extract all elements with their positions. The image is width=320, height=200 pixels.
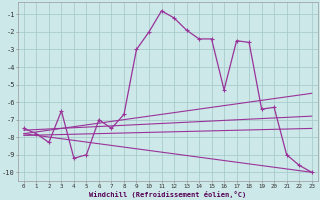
X-axis label: Windchill (Refroidissement éolien,°C): Windchill (Refroidissement éolien,°C) (89, 191, 246, 198)
